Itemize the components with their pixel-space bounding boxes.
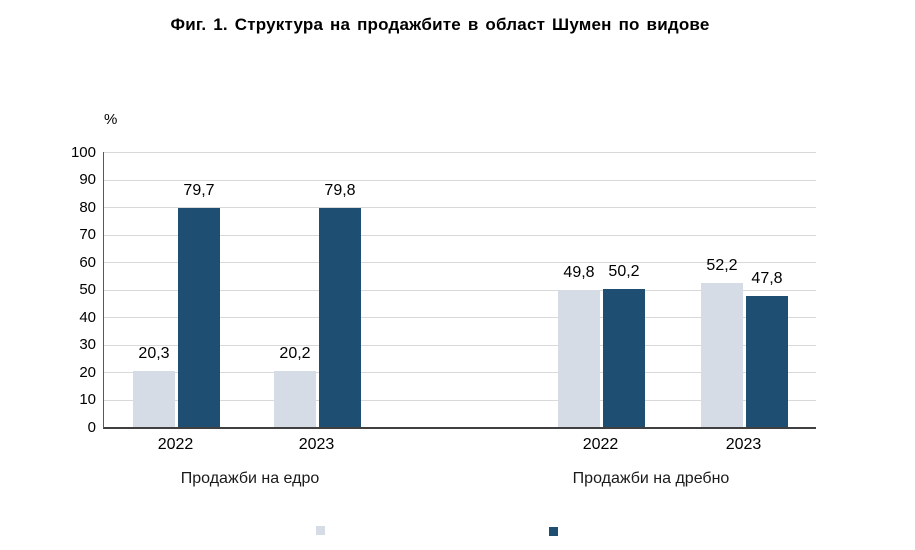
- bar-value-label: 50,2: [608, 262, 640, 280]
- gridline: [104, 399, 816, 401]
- gridline: [104, 289, 816, 291]
- bar-dark-2023: [746, 295, 788, 427]
- y-tick-label: 70: [79, 226, 96, 243]
- bar-light-2022: [133, 371, 175, 427]
- legend-swatch-dark-series: [549, 527, 558, 536]
- bar-dark-2023: [319, 207, 361, 427]
- plot-area: 20,3 20,2 49,8 52,2 79,7 79,8 50,2 47,8: [103, 152, 816, 429]
- bar-light-2023: [701, 283, 743, 427]
- bar-value-label: 20,3: [138, 345, 170, 363]
- x-tick-label: 2023: [298, 436, 335, 453]
- bar-light-2023: [274, 371, 316, 427]
- bar-value-label: 47,8: [751, 269, 783, 287]
- y-tick-label: 10: [79, 391, 96, 408]
- bar-value-label: 49,8: [563, 264, 595, 282]
- chart-title: Фиг. 1. Структура на продажбите в област…: [170, 15, 710, 34]
- y-tick-label: 100: [70, 143, 96, 161]
- x-axis-group-label-retail: Продажби на дребно: [572, 470, 730, 487]
- gridline: [104, 372, 816, 373]
- bar-value-label: 20,2: [279, 345, 311, 363]
- bar-value-label: 52,2: [706, 257, 738, 275]
- x-axis-group-label-wholesale: Продажби на едро: [180, 470, 320, 487]
- x-tick-label: 2023: [725, 436, 762, 453]
- gridline: [104, 234, 816, 236]
- x-tick-label: 2022: [157, 436, 194, 453]
- y-tick-label: 40: [79, 308, 96, 326]
- bar-value-label: 79,7: [183, 181, 215, 199]
- gridline: [104, 207, 816, 208]
- gridline: [104, 262, 816, 263]
- gridline: [104, 344, 816, 346]
- y-tick-label: 30: [79, 336, 96, 353]
- y-tick-label: 50: [79, 281, 96, 298]
- y-tick-label: 60: [79, 253, 96, 271]
- bar-value-label: 79,8: [324, 181, 356, 199]
- legend-swatch-light-series: [316, 526, 325, 535]
- y-tick-label: 90: [79, 171, 96, 188]
- bar-dark-2022: [603, 288, 645, 427]
- y-axis-unit-label: %: [104, 111, 118, 128]
- gridline: [104, 152, 816, 153]
- gridline: [104, 179, 816, 181]
- y-tick-label: 0: [87, 418, 96, 436]
- y-tick-label: 80: [79, 198, 96, 216]
- x-tick-label: 2022: [582, 436, 619, 453]
- bar-light-2022: [558, 290, 600, 427]
- bar-dark-2022: [178, 207, 220, 427]
- gridline: [104, 317, 816, 318]
- y-tick-label: 20: [79, 363, 96, 381]
